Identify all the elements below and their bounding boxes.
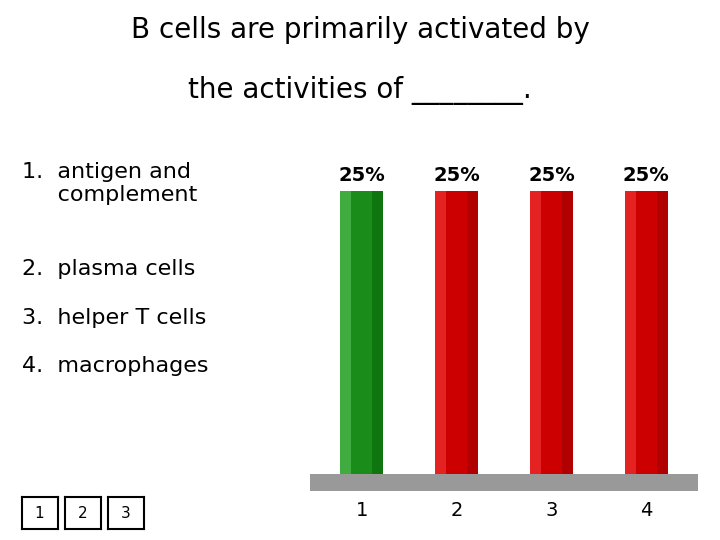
Text: 1: 1 bbox=[35, 505, 45, 521]
Bar bbox=[436, 191, 446, 474]
Bar bbox=[657, 191, 667, 474]
Text: 25%: 25% bbox=[528, 166, 575, 185]
Text: 2.  plasma cells: 2. plasma cells bbox=[22, 259, 195, 279]
Text: 25%: 25% bbox=[338, 166, 385, 185]
Text: 25%: 25% bbox=[623, 166, 670, 185]
Bar bbox=[625, 191, 667, 474]
Bar bbox=[341, 191, 351, 474]
Text: 3.  helper T cells: 3. helper T cells bbox=[22, 308, 206, 328]
Bar bbox=[341, 191, 383, 474]
Text: 2: 2 bbox=[78, 505, 88, 521]
Text: B cells are primarily activated by: B cells are primarily activated by bbox=[130, 16, 590, 44]
Text: the activities of ________.: the activities of ________. bbox=[188, 76, 532, 105]
Text: 3: 3 bbox=[121, 505, 131, 521]
Bar bbox=[467, 191, 478, 474]
Text: 4.  macrophages: 4. macrophages bbox=[22, 356, 208, 376]
Bar bbox=[562, 191, 572, 474]
Bar bbox=[530, 191, 541, 474]
Bar bbox=[625, 191, 636, 474]
Bar bbox=[372, 191, 383, 474]
Text: 1.  antigen and
     complement: 1. antigen and complement bbox=[22, 162, 197, 205]
Bar bbox=[436, 191, 478, 474]
Bar bbox=[530, 191, 572, 474]
Text: 25%: 25% bbox=[433, 166, 480, 185]
Bar bbox=[310, 474, 698, 491]
